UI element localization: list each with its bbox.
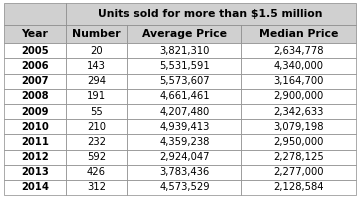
Text: Units sold for more than $1.5 million: Units sold for more than $1.5 million — [99, 9, 323, 19]
Bar — [66, 3, 356, 25]
Bar — [4, 149, 66, 165]
Bar — [127, 119, 242, 134]
Text: 210: 210 — [87, 122, 106, 132]
Text: 2,342,633: 2,342,633 — [273, 107, 324, 117]
Text: 4,939,413: 4,939,413 — [159, 122, 210, 132]
Bar — [242, 165, 356, 180]
Bar — [127, 43, 242, 58]
Text: 2008: 2008 — [21, 91, 49, 101]
Text: 2,278,125: 2,278,125 — [273, 152, 324, 162]
Text: 312: 312 — [87, 182, 106, 192]
Text: 5,573,607: 5,573,607 — [159, 76, 210, 86]
Text: 2014: 2014 — [21, 182, 49, 192]
Text: 2012: 2012 — [21, 152, 49, 162]
Text: 2007: 2007 — [21, 76, 49, 86]
Text: 2005: 2005 — [21, 46, 49, 56]
Bar — [242, 134, 356, 149]
Text: 5,531,591: 5,531,591 — [159, 61, 210, 71]
Bar — [242, 74, 356, 89]
Bar — [4, 119, 66, 134]
Text: 55: 55 — [90, 107, 103, 117]
Bar — [66, 43, 127, 58]
Text: 3,783,436: 3,783,436 — [159, 167, 210, 177]
Text: 232: 232 — [87, 137, 106, 147]
Text: 2,900,000: 2,900,000 — [274, 91, 324, 101]
Text: 143: 143 — [87, 61, 106, 71]
Bar — [66, 89, 127, 104]
Bar — [66, 165, 127, 180]
Bar — [66, 74, 127, 89]
Bar — [242, 89, 356, 104]
Bar — [4, 165, 66, 180]
Bar — [127, 165, 242, 180]
Bar — [242, 25, 356, 43]
Text: 20: 20 — [90, 46, 103, 56]
Text: 2,277,000: 2,277,000 — [273, 167, 324, 177]
Text: 2006: 2006 — [21, 61, 49, 71]
Text: Median Price: Median Price — [259, 29, 338, 39]
Text: 294: 294 — [87, 76, 106, 86]
Bar — [66, 180, 127, 195]
Bar — [242, 104, 356, 119]
Text: 3,164,700: 3,164,700 — [273, 76, 324, 86]
Text: 4,661,461: 4,661,461 — [159, 91, 210, 101]
Bar — [127, 89, 242, 104]
Bar — [4, 3, 66, 25]
Bar — [4, 134, 66, 149]
Bar — [127, 58, 242, 74]
Bar — [66, 134, 127, 149]
Bar — [242, 43, 356, 58]
Bar — [66, 149, 127, 165]
Bar — [242, 149, 356, 165]
Text: 2010: 2010 — [21, 122, 49, 132]
Bar — [242, 58, 356, 74]
Bar — [127, 74, 242, 89]
Text: 3,821,310: 3,821,310 — [159, 46, 210, 56]
Bar — [242, 119, 356, 134]
Text: 2009: 2009 — [21, 107, 49, 117]
Text: 2011: 2011 — [21, 137, 49, 147]
Bar — [4, 180, 66, 195]
Text: 4,207,480: 4,207,480 — [159, 107, 210, 117]
Text: 592: 592 — [87, 152, 106, 162]
Text: 4,573,529: 4,573,529 — [159, 182, 210, 192]
Text: 3,079,198: 3,079,198 — [273, 122, 324, 132]
Bar — [127, 149, 242, 165]
Text: 2,924,047: 2,924,047 — [159, 152, 210, 162]
Text: 426: 426 — [87, 167, 106, 177]
Bar — [4, 25, 66, 43]
Text: 2,634,778: 2,634,778 — [273, 46, 324, 56]
Bar — [242, 180, 356, 195]
Text: Number: Number — [72, 29, 121, 39]
Bar — [4, 104, 66, 119]
Bar — [127, 180, 242, 195]
Bar — [127, 104, 242, 119]
Text: Average Price: Average Price — [142, 29, 227, 39]
Bar — [4, 58, 66, 74]
Text: 2013: 2013 — [21, 167, 49, 177]
Text: 2,950,000: 2,950,000 — [273, 137, 324, 147]
Bar — [127, 134, 242, 149]
Bar — [66, 119, 127, 134]
Bar — [4, 43, 66, 58]
Text: 191: 191 — [87, 91, 106, 101]
Text: 4,340,000: 4,340,000 — [274, 61, 324, 71]
Bar — [127, 25, 242, 43]
Bar — [4, 74, 66, 89]
Bar — [4, 89, 66, 104]
Bar — [66, 58, 127, 74]
Text: 2,128,584: 2,128,584 — [273, 182, 324, 192]
Text: Year: Year — [22, 29, 49, 39]
Bar — [66, 104, 127, 119]
Text: 4,359,238: 4,359,238 — [159, 137, 210, 147]
Bar — [66, 25, 127, 43]
